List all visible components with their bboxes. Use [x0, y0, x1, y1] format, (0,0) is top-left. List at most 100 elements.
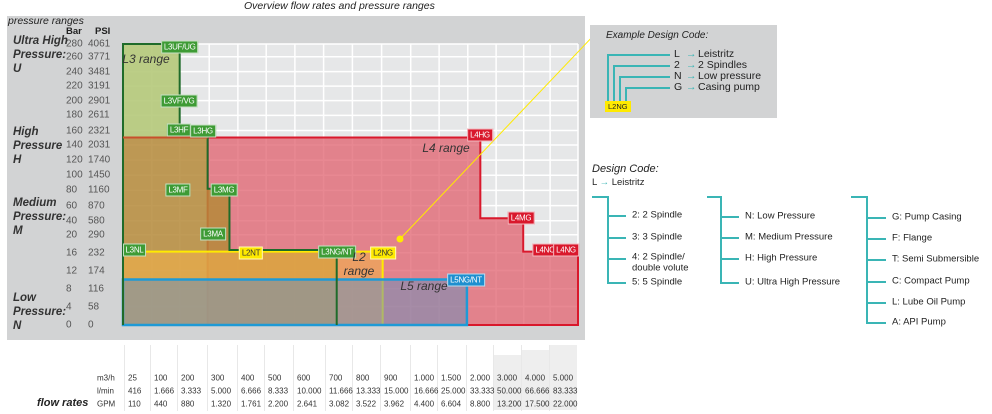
flow-value: 4.000 [525, 373, 546, 383]
arrow-icon: → [686, 59, 697, 71]
y-tick-psi: 2031 [88, 139, 111, 151]
arrow-icon: → [599, 177, 610, 188]
series-label: L3UF/UG [160, 40, 199, 54]
flow-value: 500 [268, 373, 282, 383]
pressure-class-label: High Pressure H [13, 125, 62, 167]
flow-column-divider [437, 345, 438, 411]
y-tick-psi: 3191 [88, 80, 111, 92]
y-tick-bar: 120 [66, 154, 83, 166]
x-axis-title: flow rates [37, 397, 89, 409]
y-tick-bar: 16 [66, 247, 78, 259]
series-label: L4MG [507, 211, 535, 225]
chart-title: Overview flow rates and pressure ranges [244, 0, 435, 12]
flow-unit: GPM [97, 399, 116, 409]
y-tick-psi: 2611 [88, 109, 110, 121]
series-label: L2NT [238, 246, 264, 260]
series-label: L3NG/NT [318, 245, 356, 259]
example-badge: L2NG [605, 101, 631, 112]
pressure-class-line: Pressure: [13, 211, 67, 223]
flow-value: 2.641 [297, 399, 318, 409]
flow-value: 3.000 [497, 373, 518, 383]
flow-column-divider [264, 345, 265, 411]
y-tick-psi: 116 [88, 283, 104, 295]
design-root: L → Leistritz [592, 177, 644, 188]
series-label: L3MA [200, 227, 226, 241]
flow-value: 5.000 [211, 386, 232, 396]
flow-value: 8.800 [470, 399, 491, 409]
design-option: 4: 2 Spindle/ [632, 251, 685, 263]
flow-value: 22.000 [553, 399, 578, 409]
design-option: G: Pump Casing [892, 211, 962, 223]
tree-line [866, 217, 886, 219]
design-option: 5: 5 Spindle [632, 276, 683, 288]
example-key: G [674, 81, 683, 93]
pressure-class-label: Low Pressure: N [13, 291, 66, 333]
flow-value: 1.320 [211, 399, 232, 409]
y-tick-bar: 140 [66, 139, 83, 151]
flow-value: 700 [329, 373, 343, 383]
flow-column-shade [494, 355, 521, 410]
flow-value: 3.522 [356, 399, 377, 409]
l2-range-line: range [343, 264, 375, 278]
flow-column-shade [550, 345, 577, 410]
y-tick-bar: 200 [66, 95, 83, 107]
flow-value: 300 [211, 373, 225, 383]
pressure-class-line: U [13, 63, 22, 75]
flow-column-divider [150, 345, 151, 411]
example-value: 2 Spindles [698, 59, 748, 71]
design-root-value: Leistritz [611, 177, 645, 188]
flow-value: 25 [128, 373, 137, 383]
y-tick-bar: 160 [66, 125, 83, 136]
y-tick-bar: 240 [66, 66, 83, 78]
flow-value: 440 [154, 399, 168, 409]
flow-value: 66.666 [525, 386, 550, 396]
tree-line [866, 302, 886, 304]
flow-value: 800 [356, 373, 370, 383]
example-tree-line [619, 76, 621, 101]
flow-column-divider [549, 345, 550, 411]
pressure-class-line: Pressure [13, 140, 63, 152]
arrow-icon: → [686, 70, 697, 82]
tree-line [607, 215, 626, 217]
y-tick-psi: 0 [88, 319, 94, 331]
flow-value: 100 [154, 373, 168, 383]
l2-range-label: L2 range [344, 250, 375, 278]
design-option: C: Compact Pump [892, 275, 970, 287]
flow-value: 900 [384, 373, 398, 383]
l5-range-label: L5 range [400, 279, 448, 293]
flow-value: 11.666 [329, 386, 353, 396]
example-value: Casing pump [698, 81, 760, 93]
flow-column-divider [380, 345, 381, 411]
tree-line [866, 281, 886, 283]
design-option: N: Low Pressure [745, 210, 816, 222]
series-label: L3HF [166, 123, 192, 137]
design-option: M: Medium Pressure [745, 231, 833, 243]
example-tree-line [613, 65, 670, 67]
tree-line [707, 196, 720, 198]
y-tick-bar: 220 [66, 80, 83, 92]
flow-column-divider [124, 345, 125, 411]
flow-column-divider [352, 345, 353, 411]
tree-line [720, 237, 739, 239]
pressure-class-line: Ultra High [13, 35, 68, 47]
pressure-class-line: Low [13, 292, 36, 304]
l3-range-border [123, 44, 337, 325]
flow-value: 50.000 [497, 386, 522, 396]
l4-range-label: L4 range [422, 141, 470, 155]
y-tick-psi: 1160 [88, 184, 110, 196]
flow-value: 5.000 [553, 373, 574, 383]
design-option: U: Ultra High Pressure [745, 276, 841, 288]
callout-dot [396, 235, 404, 243]
y-tick-psi: 2321 [88, 125, 111, 136]
psi-header: PSI [95, 26, 111, 37]
y-tick-psi: 58 [88, 301, 100, 312]
design-option: L: Lube Oil Pump [892, 296, 966, 308]
pressure-class-label: Ultra High Pressure: U [13, 34, 68, 76]
pressure-class-line: Pressure: [13, 306, 67, 318]
flow-value: 1.500 [441, 373, 462, 383]
flow-column-divider [293, 345, 294, 411]
y-tick-bar: 260 [66, 51, 83, 63]
design-title: Design Code: [592, 163, 659, 175]
y-tick-psi: 870 [88, 200, 105, 212]
y-tick-psi: 3771 [88, 51, 111, 63]
